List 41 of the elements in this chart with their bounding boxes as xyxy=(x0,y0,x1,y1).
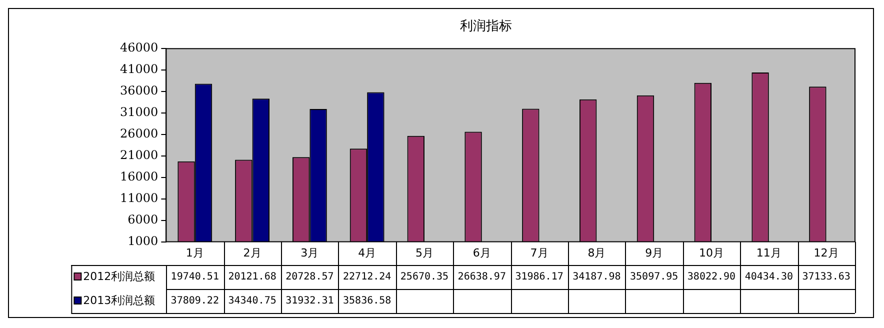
data-label: 34187.98 xyxy=(572,272,621,283)
data-label: 19740.51 xyxy=(170,272,219,283)
y-tick-label: 26000 xyxy=(120,126,158,141)
data-label: 31932.31 xyxy=(286,296,334,307)
x-tick-label: 10月 xyxy=(698,246,724,260)
x-tick-label: 3月 xyxy=(300,246,319,260)
x-tick-label: 4月 xyxy=(358,246,376,260)
data-label: 34340.75 xyxy=(228,296,276,307)
data-label: 40434.30 xyxy=(744,272,793,283)
y-tick-label: 41000 xyxy=(120,62,158,76)
y-tick-label: 21000 xyxy=(120,148,158,162)
data-label: 37133.63 xyxy=(802,272,850,283)
data-label: 35836.58 xyxy=(342,296,392,307)
legend-label: 2013利润总额 xyxy=(83,294,156,307)
x-tick-label: 9月 xyxy=(645,246,664,260)
data-label: 26638.97 xyxy=(458,272,506,283)
data-label: 20121.68 xyxy=(228,272,276,283)
x-tick-label: 8月 xyxy=(588,246,606,260)
data-label: 22712.24 xyxy=(342,272,392,283)
data-label: 38022.90 xyxy=(687,272,736,283)
data-label: 25670.35 xyxy=(400,272,449,283)
chart-title: 利润指标 xyxy=(460,19,512,34)
data-label: 31986.17 xyxy=(515,272,564,283)
y-tick-label: 11000 xyxy=(120,190,158,205)
legend-label: 2012利润总额 xyxy=(83,270,156,283)
data-label: 35097.95 xyxy=(630,272,678,283)
x-tick-label: 5月 xyxy=(415,246,434,260)
y-tick-label: 31000 xyxy=(120,105,158,120)
y-tick-label: 46000 xyxy=(120,40,158,55)
y-tick-label: 6000 xyxy=(128,212,158,226)
x-tick-label: 12月 xyxy=(814,246,839,260)
x-tick-label: 6月 xyxy=(472,246,491,260)
y-tick-label: 36000 xyxy=(120,84,158,98)
y-tick-label: 16000 xyxy=(120,170,158,184)
x-tick-label: 11月 xyxy=(756,246,782,260)
data-label: 37809.22 xyxy=(170,296,219,307)
data-label: 20728.57 xyxy=(286,272,334,283)
x-tick-label: 7月 xyxy=(530,246,548,260)
x-tick-label: 2月 xyxy=(243,246,262,260)
x-tick-label: 1月 xyxy=(186,246,204,260)
y-tick-label: 1000 xyxy=(128,234,158,248)
